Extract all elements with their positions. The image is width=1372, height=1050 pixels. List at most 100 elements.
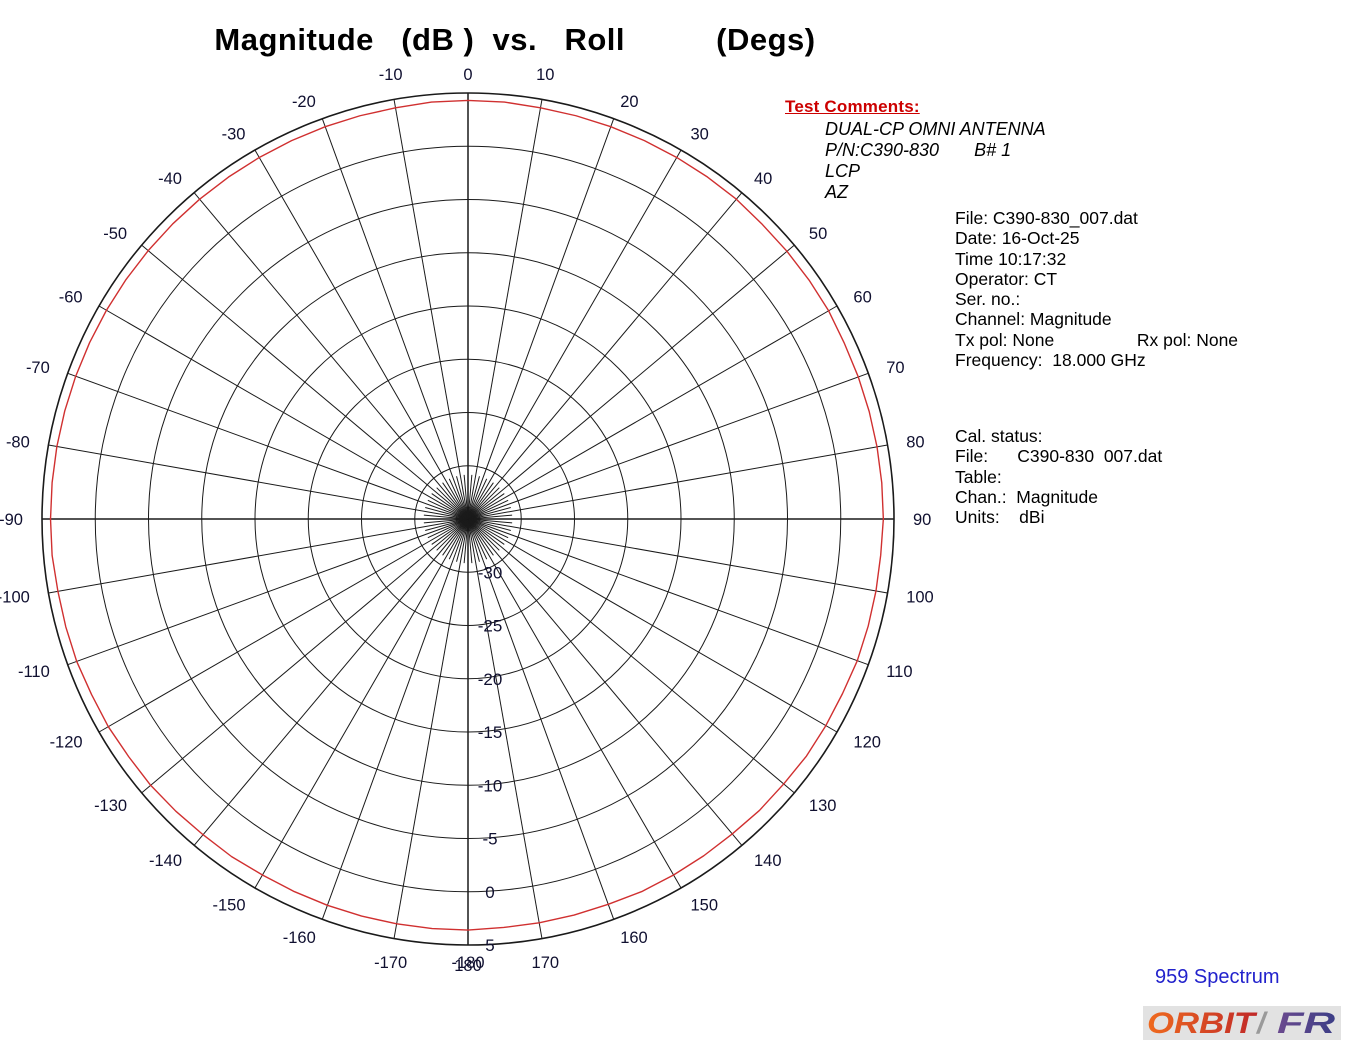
grid-fine-spoke-115 (467, 518, 509, 539)
grid-spoke-230 (141, 518, 469, 794)
grid-fine-spoke-15 (467, 476, 480, 520)
grid-fine-spoke-65 (467, 499, 509, 520)
angle-tick-170: 170 (532, 954, 560, 972)
grid-fine-spoke-25 (467, 478, 488, 520)
angle-tick-60: 60 (853, 289, 871, 307)
test-comments-block: Test Comments: DUAL-CP OMNI ANTENNA P/N:C… (785, 97, 1305, 203)
grid-fine-spoke-5 (467, 474, 473, 520)
grid-fine-spoke-135 (467, 518, 500, 551)
radial-tick--30: -30 (478, 563, 503, 582)
grid-fine-spoke-255 (425, 518, 469, 531)
angle-tick-150: 150 (691, 896, 719, 914)
angle-tick--130: -130 (94, 797, 127, 815)
radial-tick--25: -25 (478, 617, 503, 636)
angle-tick-80: 80 (906, 434, 924, 452)
cal-status-block: Cal. status: File: C390-830 007.dat Table:… (955, 426, 1355, 527)
grid-spoke-340 (321, 118, 469, 520)
grid-spoke-70 (467, 372, 869, 520)
grid-fine-spoke-75 (467, 507, 511, 520)
orbit-fr-logo: ORBIT / FR (1143, 1006, 1341, 1040)
grid-fine-spoke-295 (427, 499, 469, 520)
angle-tick--110: -110 (18, 663, 50, 681)
grid-fine-spoke-265 (423, 518, 469, 524)
grid-fine-spoke-85 (467, 514, 513, 520)
grid-spoke-200 (321, 518, 469, 920)
grid-fine-spoke-325 (442, 482, 469, 520)
angle-tick--160: -160 (283, 929, 316, 947)
grid-fine-spoke-55 (467, 493, 505, 520)
test-comment-line-0: DUAL-CP OMNI ANTENNA (825, 119, 1046, 139)
grid-fine-spoke-245 (427, 518, 469, 539)
grid-spoke-300 (98, 305, 469, 520)
angle-tick--120: -120 (50, 734, 83, 752)
radial-tick--20: -20 (478, 670, 503, 689)
grid-fine-spoke-285 (425, 507, 469, 520)
test-comment-line-3: AZ (825, 182, 849, 202)
grid-fine-spoke-105 (467, 518, 511, 531)
angle-tick-50: 50 (809, 225, 827, 243)
angle-tick--10: -10 (379, 66, 403, 84)
grid-spoke-150 (467, 518, 682, 889)
grid-fine-spoke-155 (467, 518, 488, 560)
grid-spoke-280 (48, 444, 469, 520)
page-title: Magnitude (dB ) vs. Roll (Degs) (214, 22, 816, 57)
cal-status-line-4: Units: dBi (955, 507, 1045, 528)
logo-fr-text: FR (1277, 1007, 1335, 1040)
file-info-line-5: Channel: Magnitude (955, 309, 1112, 330)
angle-tick-110: 110 (886, 663, 912, 681)
grid-fine-spoke-145 (467, 518, 494, 556)
angle-tick-10: 10 (536, 66, 554, 84)
angle-tick--40: -40 (158, 170, 182, 188)
grid-fine-spoke-175 (467, 518, 473, 564)
grid-spoke-100 (467, 518, 888, 594)
grid-spoke-350 (393, 99, 469, 520)
grid-fine-spoke-35 (467, 482, 494, 520)
angle-tick--180: -180 (451, 954, 484, 972)
angle-tick--80: -80 (6, 434, 30, 452)
angle-tick--60: -60 (59, 289, 83, 307)
grid-fine-spoke-335 (448, 478, 469, 520)
cal-status-line-0: Cal. status: (955, 426, 1043, 446)
angle-tick--170: -170 (374, 954, 407, 972)
angle-tick-30: 30 (691, 126, 709, 144)
grid-spoke-40 (467, 192, 743, 520)
grid-spoke-260 (48, 518, 469, 594)
grid-spoke-50 (467, 244, 795, 520)
cal-status-line-3: Chan.: Magnitude (955, 486, 1099, 507)
angle-tick-100: 100 (906, 588, 934, 606)
grid-spoke-310 (141, 244, 469, 520)
grid-spoke-160 (467, 518, 615, 920)
radial-tick-0: 0 (485, 883, 494, 902)
grid-fine-spoke-205 (448, 518, 469, 560)
logo-slash-text: / (1255, 1007, 1268, 1040)
test-comment-line-2: LCP (825, 161, 861, 181)
grid-spoke-220 (193, 518, 469, 846)
grid-spoke-250 (67, 518, 469, 666)
grid-spoke-10 (467, 99, 543, 520)
grid-spoke-130 (467, 518, 795, 794)
radial-tick--5: -5 (482, 830, 497, 849)
angle-tick-70: 70 (886, 359, 904, 377)
grid-fine-spoke-345 (456, 476, 469, 520)
file-info-line-4: Ser. no.: (955, 289, 1021, 310)
file-info-line-1: Date: 16-Oct-25 (955, 228, 1080, 249)
file-info-line-2: Time 10:17:32 (955, 248, 1067, 269)
angle-tick--150: -150 (212, 896, 245, 914)
angle-tick-130: 130 (809, 797, 837, 815)
angle-tick-90: 90 (913, 511, 931, 529)
trace-0 (49, 99, 885, 931)
radial-tick--10: -10 (478, 776, 503, 795)
angle-tick-180: 180 (454, 957, 482, 975)
grid-fine-spoke-195 (456, 518, 469, 562)
file-info-line-3: Operator: CT (955, 268, 1058, 289)
grid-spoke-110 (467, 518, 869, 666)
grid-fine-spoke-305 (431, 493, 469, 520)
grid-fine-spoke-225 (436, 518, 469, 551)
cal-status-line-1: File: C390-830 007.dat (955, 446, 1163, 467)
angle-tick-120: 120 (853, 734, 881, 752)
grid-spoke-190 (393, 518, 469, 939)
test-comments-lines: DUAL-CP OMNI ANTENNA P/N:C390-830 B# 1 LCP… (825, 119, 1305, 203)
angle-tick--90: -90 (0, 511, 23, 529)
